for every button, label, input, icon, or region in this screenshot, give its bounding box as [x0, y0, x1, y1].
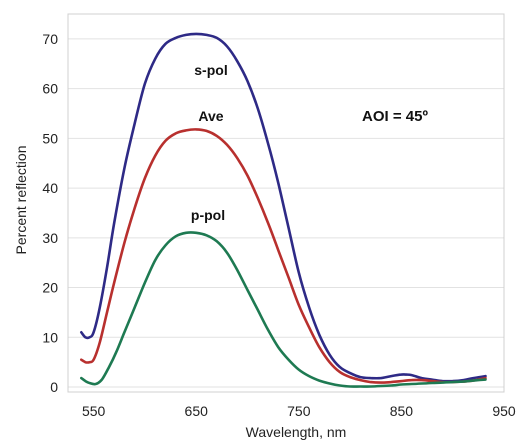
series-label-ave: Ave	[198, 108, 223, 124]
y-tick-label-20: 20	[42, 280, 58, 296]
y-tick-label-10: 10	[42, 329, 58, 345]
y-tick-label-30: 30	[42, 230, 58, 246]
x-axis-ticks: 550 650 750 850 950	[82, 403, 516, 419]
y-tick-label-40: 40	[42, 180, 58, 196]
y-tick-label-60: 60	[42, 81, 58, 97]
x-tick-label-950: 950	[492, 403, 516, 419]
series-labels: s-pol Ave p-pol	[191, 62, 228, 223]
x-tick-label-550: 550	[82, 403, 106, 419]
series-line-s-pol	[80, 32, 487, 383]
axes	[67, 13, 505, 393]
x-axis-title: Wavelength, nm	[246, 424, 347, 440]
x-tick-label-650: 650	[185, 403, 209, 419]
y-axis-title: Percent reflection	[13, 146, 29, 255]
series-lines	[80, 32, 487, 388]
plot-frame	[67, 13, 505, 393]
x-tick-label-750: 750	[287, 403, 311, 419]
y-tick-label-0: 0	[50, 379, 58, 395]
x-tick-label-850: 850	[390, 403, 414, 419]
series-label-s-pol: s-pol	[194, 62, 227, 78]
series-label-p-pol: p-pol	[191, 207, 225, 223]
y-tick-label-50: 50	[42, 130, 58, 146]
y-axis-ticks: 0 10 20 30 40 50 60 70	[42, 31, 58, 395]
aoi-annotation: AOI = 45º	[362, 108, 428, 125]
y-tick-label-70: 70	[42, 31, 58, 47]
series-line-p-pol	[80, 231, 487, 388]
series-line-ave	[80, 128, 487, 384]
